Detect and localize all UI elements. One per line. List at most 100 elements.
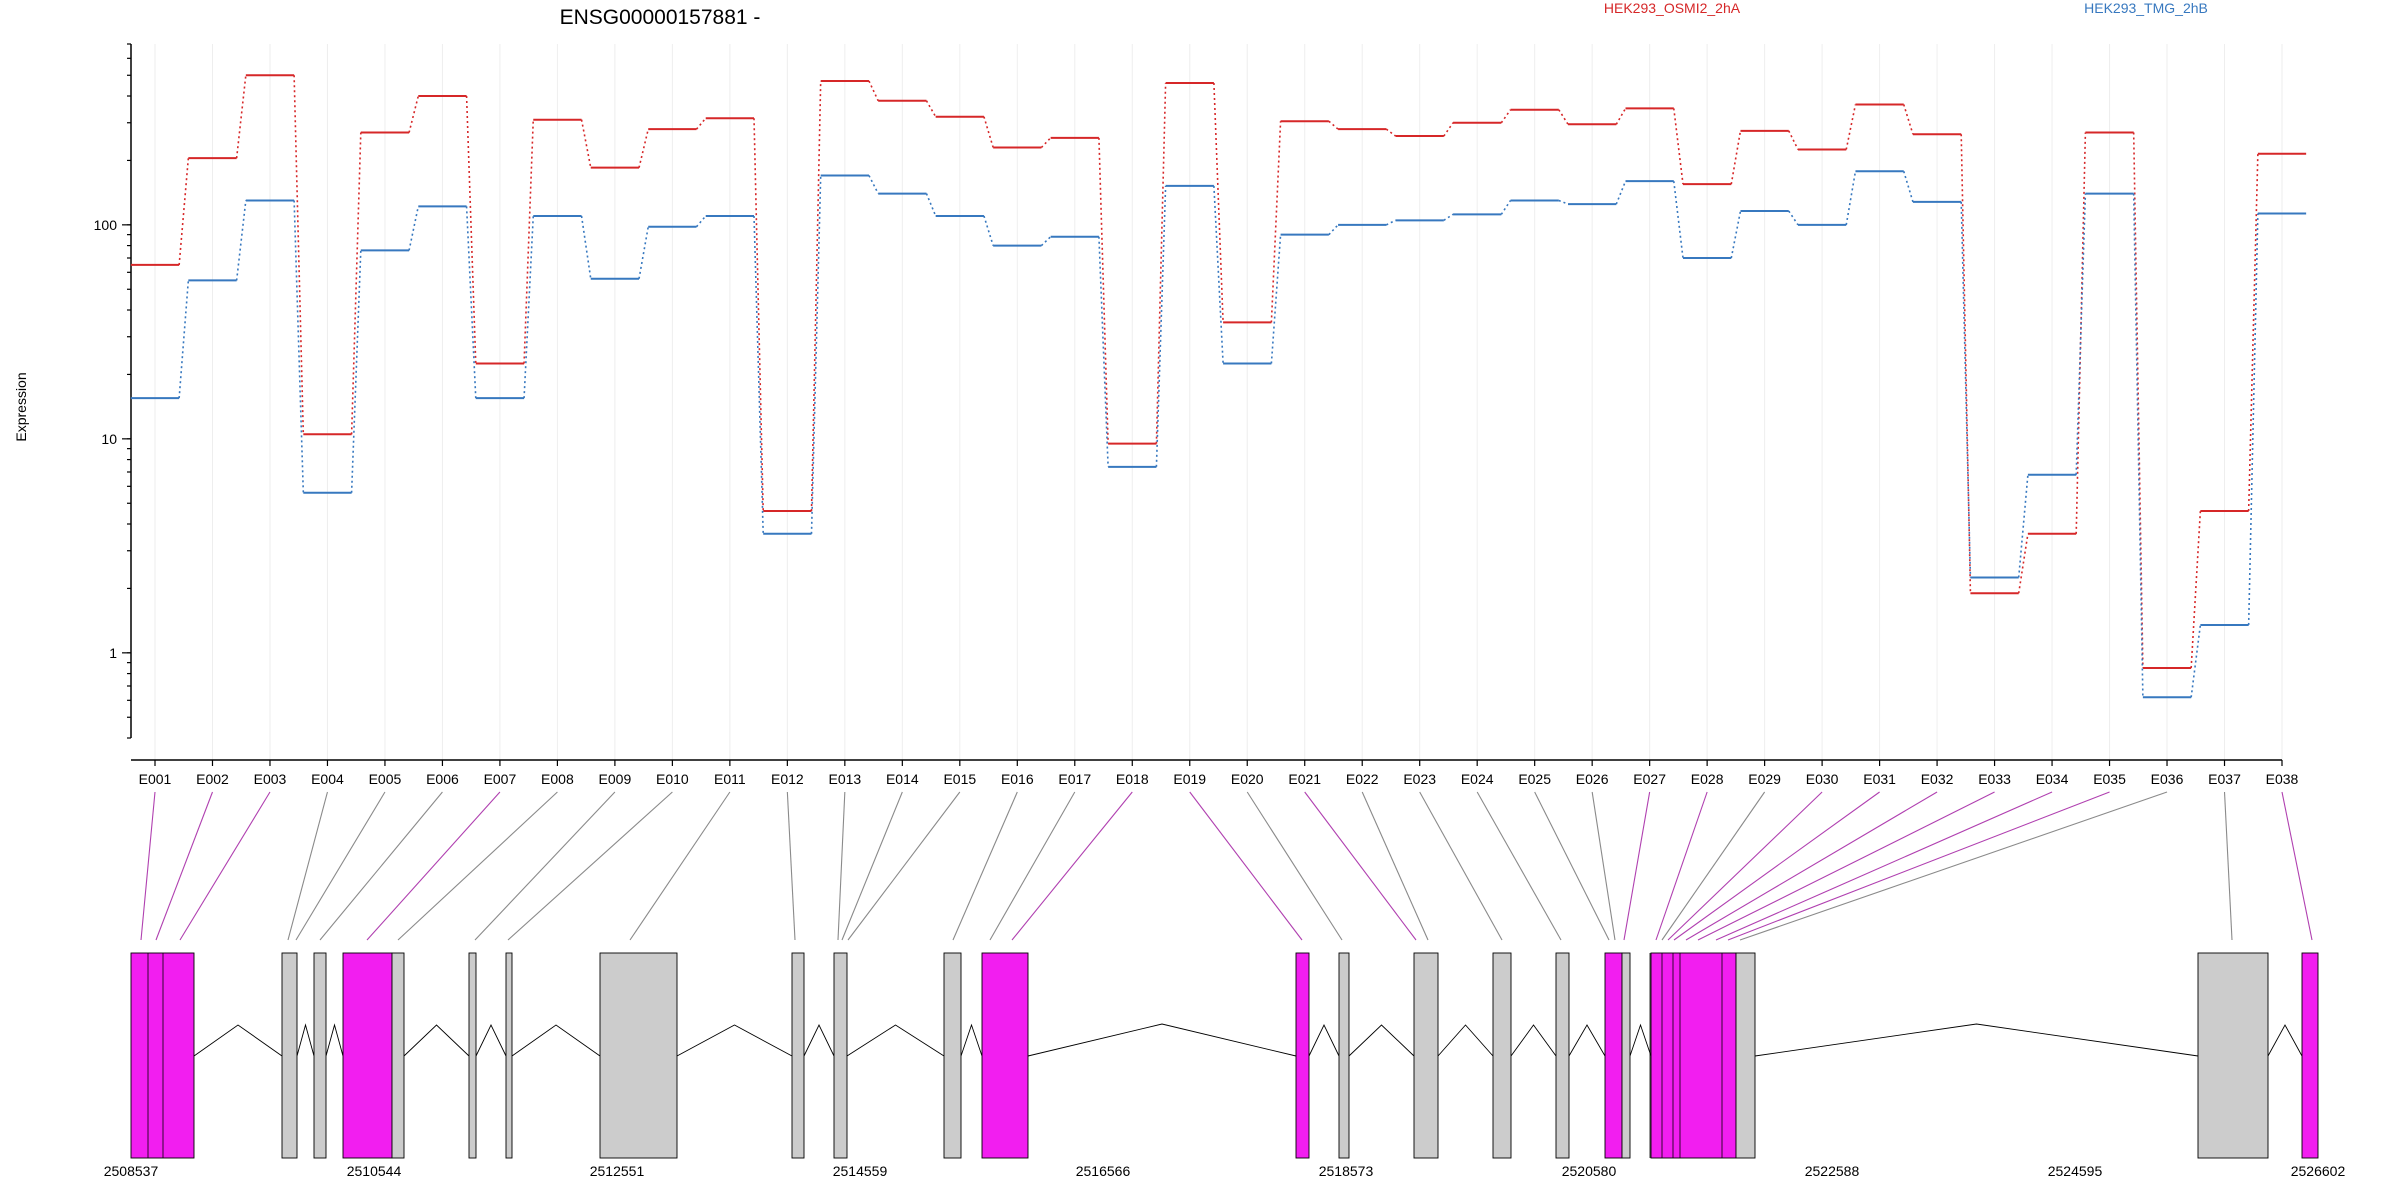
- exon-connector: [397, 791, 558, 941]
- exon-block: [1492, 952, 1512, 1159]
- x-tick-label: E011: [714, 771, 746, 787]
- x-tick-label: E030: [1806, 771, 1839, 787]
- x-tick-label: E026: [1576, 771, 1609, 787]
- series-connector: [1155, 185, 1167, 467]
- exon-block: [1555, 952, 1570, 1159]
- axes: 1 10 100 E001 E002 E003 E004 E005 E006 E007 E008 E0…: [94, 43, 2299, 787]
- x-tick-label: E002: [196, 771, 229, 787]
- exon-block: [313, 952, 327, 1159]
- exon-block: [1650, 952, 1737, 1159]
- exon-connectors: [140, 791, 2313, 941]
- series-connector: [983, 215, 994, 246]
- legend-series-1: HEK293_OSMI2_2hA: [1604, 0, 1741, 16]
- exon-block: [342, 952, 393, 1159]
- exon-connector: [841, 791, 903, 941]
- x-tick-label: E038: [2266, 771, 2299, 787]
- x-tick-label: E029: [1748, 771, 1781, 787]
- series-connector: [523, 119, 535, 364]
- x-tick-label: E033: [1978, 771, 2011, 787]
- exon-connector: [319, 791, 443, 941]
- exon-connector: [1661, 791, 1766, 941]
- series-connector: [638, 128, 650, 168]
- exon-block: [1338, 952, 1350, 1159]
- series-connector: [2190, 510, 2202, 668]
- exon-connector: [140, 791, 156, 941]
- chart-title: ENSG00000157881 -: [560, 6, 761, 29]
- intron-line: [1437, 1024, 1494, 1057]
- x-tick-label: E008: [541, 771, 574, 787]
- series-connector: [2075, 193, 2087, 475]
- x-tick-label: E016: [1001, 771, 1034, 787]
- intron-line: [325, 1023, 344, 1057]
- genomic-coordinate-label: 2518573: [1319, 1163, 1374, 1179]
- exon-connector: [1591, 791, 1616, 941]
- series-connector: [2017, 533, 2029, 594]
- series-connector: [1098, 236, 1109, 467]
- exon-connector: [287, 791, 328, 941]
- series-connector: [350, 132, 362, 435]
- exon-connector: [1623, 791, 1651, 941]
- exon-connector: [1246, 791, 1343, 941]
- exon-connector: [2281, 791, 2313, 941]
- series-connector: [868, 175, 879, 194]
- exon-block: [981, 952, 1029, 1159]
- intron-line: [511, 1024, 601, 1057]
- intron-line: [1027, 1023, 1297, 1057]
- x-tick-label: E004: [311, 771, 344, 787]
- intron-line: [193, 1024, 283, 1057]
- x-tick-label: E031: [1863, 771, 1896, 787]
- x-tick-label: E009: [599, 771, 632, 787]
- x-tick-label: E010: [656, 771, 689, 787]
- series-HEK293_TMG_2hB: [130, 170, 2307, 699]
- x-tick-label: E036: [2151, 771, 2184, 787]
- x-tick-label: E017: [1058, 771, 1091, 787]
- exon-connector: [474, 791, 616, 941]
- gene-model: [130, 952, 2319, 1159]
- exon-connector: [1476, 791, 1562, 941]
- y-axis-label: Expression: [13, 372, 29, 441]
- series-connector: [1098, 137, 1109, 444]
- series-connector: [2132, 193, 2144, 698]
- exon-connector: [989, 791, 1076, 941]
- series-connector: [2017, 474, 2029, 578]
- series-connector: [465, 206, 477, 399]
- exon-connector: [1739, 791, 2168, 941]
- x-tick-label: E034: [2036, 771, 2069, 787]
- exon-connector: [1655, 791, 1708, 941]
- x-tick-label: E027: [1633, 771, 1666, 787]
- exon-connector: [629, 791, 731, 941]
- series-connector: [1960, 134, 1972, 594]
- intron-line: [1629, 1023, 1652, 1057]
- exon-block: [943, 952, 962, 1159]
- series-connector: [1270, 234, 1282, 364]
- series-connector: [1730, 130, 1742, 185]
- x-tick-label: E023: [1403, 771, 1436, 787]
- x-tick-label: E037: [2208, 771, 2241, 787]
- exon-connector: [1304, 791, 1417, 941]
- series-connector: [925, 193, 937, 217]
- genomic-coordinate-label: 2508537: [104, 1163, 159, 1179]
- y-tick-label: 1: [109, 645, 117, 661]
- exon-connector: [1685, 791, 1938, 941]
- exon-connector: [1673, 791, 1880, 941]
- intron-line: [1568, 1024, 1606, 1057]
- series-connector: [983, 116, 994, 148]
- exon-connector: [1011, 791, 1133, 941]
- y-tick-label: 100: [94, 217, 118, 233]
- series-connector: [1902, 171, 1914, 203]
- series-connector: [408, 95, 420, 133]
- genomic-coordinate-label: 2526602: [2291, 1163, 2346, 1179]
- series-connector: [638, 226, 650, 279]
- exon-connector: [507, 791, 673, 941]
- exon-connector: [952, 791, 1018, 941]
- series-connector: [1845, 171, 1857, 225]
- series-connector: [1385, 128, 1397, 137]
- series-connector: [235, 75, 247, 159]
- series-connector: [695, 215, 707, 228]
- exon-connector: [837, 791, 846, 941]
- intron-line: [1510, 1024, 1557, 1057]
- exon-connector: [1534, 791, 1610, 941]
- exon-connector: [786, 791, 796, 941]
- intron-line: [296, 1023, 315, 1057]
- x-tick-label: E006: [426, 771, 459, 787]
